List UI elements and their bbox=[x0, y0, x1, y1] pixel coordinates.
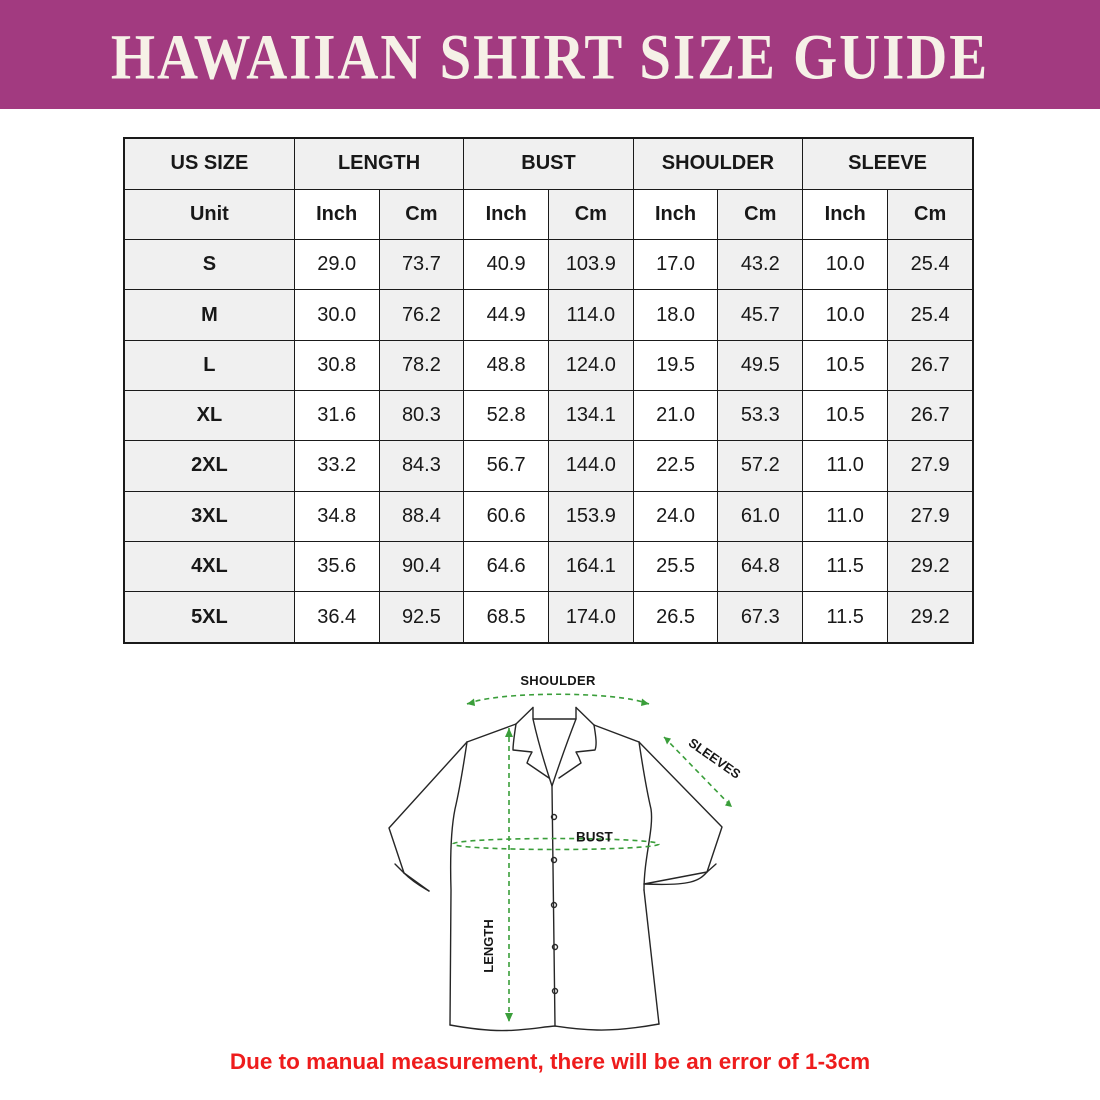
svg-text:SHOULDER: SHOULDER bbox=[520, 673, 596, 688]
svg-text:SLEEVES: SLEEVES bbox=[686, 735, 744, 782]
svg-text:BUST: BUST bbox=[576, 830, 614, 845]
svg-text:LENGTH: LENGTH bbox=[481, 919, 496, 972]
